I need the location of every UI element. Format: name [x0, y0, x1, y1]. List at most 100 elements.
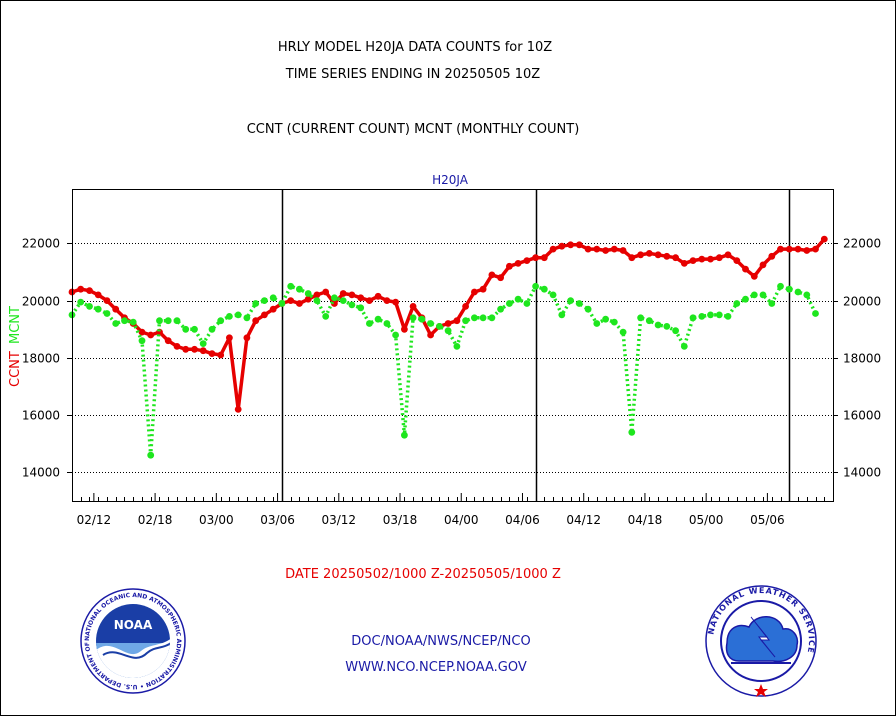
- data-point-mcnt: [689, 314, 697, 322]
- xtick-label: 04/06: [505, 513, 540, 527]
- data-point-mcnt: [488, 314, 496, 322]
- data-point-mcnt: [409, 314, 417, 322]
- data-point-ccnt: [357, 294, 365, 302]
- data-point-mcnt: [654, 321, 662, 329]
- data-point-mcnt: [602, 315, 609, 323]
- data-point-ccnt: [304, 295, 312, 303]
- data-point-ccnt: [392, 298, 399, 306]
- data-point-ccnt: [401, 325, 408, 333]
- data-point-mcnt: [672, 327, 679, 335]
- grid-lines: [72, 189, 833, 501]
- data-point-mcnt: [199, 340, 207, 347]
- data-point-mcnt: [549, 291, 557, 299]
- data-point-mcnt: [331, 294, 338, 302]
- data-point-mcnt: [348, 301, 356, 309]
- data-point-ccnt: [199, 347, 207, 355]
- data-point-ccnt: [794, 245, 802, 253]
- data-point-mcnt: [523, 300, 531, 307]
- data-point-ccnt: [689, 257, 697, 264]
- data-point-mcnt: [392, 331, 399, 339]
- noaa-logo-text: NOAA: [114, 618, 153, 632]
- data-point-mcnt: [287, 282, 295, 290]
- data-point-mcnt: [575, 300, 583, 307]
- data-point-mcnt: [112, 320, 120, 327]
- xtick-label: 04/18: [628, 513, 663, 527]
- data-point-ccnt: [208, 350, 216, 357]
- data-point-mcnt: [77, 298, 85, 306]
- ytick-label-left: 16000: [22, 409, 60, 423]
- data-point-ccnt: [94, 291, 102, 299]
- data-point-ccnt: [348, 291, 356, 299]
- data-point-ccnt: [287, 297, 295, 304]
- data-point-mcnt: [453, 343, 461, 350]
- data-point-ccnt: [383, 297, 391, 304]
- data-point-ccnt: [549, 245, 557, 253]
- data-point-mcnt: [768, 300, 776, 307]
- data-point-mcnt: [680, 343, 688, 350]
- data-point-mcnt: [462, 317, 469, 325]
- data-point-mcnt: [785, 285, 793, 293]
- data-point-ccnt: [654, 251, 662, 259]
- data-point-ccnt: [733, 257, 741, 264]
- data-point-mcnt: [777, 282, 784, 290]
- ytick-label-right: 22000: [843, 237, 881, 251]
- xtick-label: 04/00: [444, 513, 479, 527]
- data-point-ccnt: [785, 245, 793, 253]
- data-point-mcnt: [147, 451, 155, 459]
- xtick-label: 03/12: [321, 513, 356, 527]
- data-point-mcnt: [479, 314, 487, 322]
- data-point-mcnt: [304, 290, 312, 297]
- footer-link-website[interactable]: WWW.NCO.NCEP.NOAA.GOV: [345, 660, 527, 675]
- data-point-mcnt: [401, 431, 408, 439]
- xtick-label: 03/18: [383, 513, 418, 527]
- data-point-ccnt: [261, 311, 268, 319]
- data-point-ccnt: [234, 406, 242, 413]
- data-point-mcnt: [383, 320, 391, 327]
- data-point-mcnt: [243, 314, 251, 322]
- data-point-ccnt: [812, 245, 819, 253]
- data-point-mcnt: [436, 323, 443, 330]
- data-point-ccnt: [77, 285, 85, 293]
- data-point-ccnt: [523, 257, 531, 264]
- data-point-mcnt: [724, 313, 732, 320]
- data-point-ccnt: [112, 305, 120, 313]
- data-point-ccnt: [296, 300, 303, 307]
- data-point-mcnt: [252, 300, 260, 307]
- data-point-ccnt: [138, 328, 146, 336]
- data-point-ccnt: [147, 331, 155, 339]
- data-point-ccnt: [471, 288, 478, 296]
- data-point-mcnt: [506, 300, 513, 307]
- ytick-label-left: 22000: [22, 237, 60, 251]
- data-point-mcnt: [226, 313, 233, 320]
- data-point-mcnt: [374, 315, 382, 323]
- noaa-logo: NOAA NATIONAL OCEANIC AND ATMOSPHERIC AD…: [80, 588, 186, 694]
- data-point-ccnt: [777, 245, 784, 253]
- data-point-ccnt: [715, 254, 723, 262]
- data-point-ccnt: [750, 272, 758, 280]
- data-point-mcnt: [750, 291, 758, 299]
- data-point-ccnt: [173, 343, 181, 350]
- data-point-mcnt: [707, 311, 714, 319]
- data-point-mcnt: [619, 328, 627, 336]
- data-point-ccnt: [575, 241, 583, 249]
- data-point-ccnt: [628, 254, 636, 262]
- chart-title-line1: HRLY MODEL H20JA DATA COUNTS for 10Z: [278, 40, 552, 55]
- data-point-ccnt: [742, 265, 749, 273]
- data-point-ccnt: [427, 331, 434, 339]
- data-point-mcnt: [532, 282, 539, 290]
- xtick-label: 02/12: [77, 513, 112, 527]
- data-point-ccnt: [339, 290, 347, 297]
- data-point-mcnt: [645, 317, 653, 325]
- data-point-mcnt: [86, 303, 93, 310]
- footer-link-doc[interactable]: DOC/NOAA/NWS/NCEP/NCO: [351, 634, 530, 649]
- data-point-ccnt: [409, 303, 417, 310]
- data-point-ccnt: [724, 251, 732, 259]
- data-point-ccnt: [479, 285, 487, 293]
- data-point-mcnt: [322, 313, 330, 320]
- data-point-ccnt: [322, 288, 330, 296]
- ytick-label-left: 20000: [22, 295, 60, 309]
- data-point-mcnt: [269, 294, 277, 302]
- xtick-label: 05/00: [689, 513, 724, 527]
- data-point-mcnt: [164, 317, 172, 325]
- data-point-mcnt: [637, 314, 644, 322]
